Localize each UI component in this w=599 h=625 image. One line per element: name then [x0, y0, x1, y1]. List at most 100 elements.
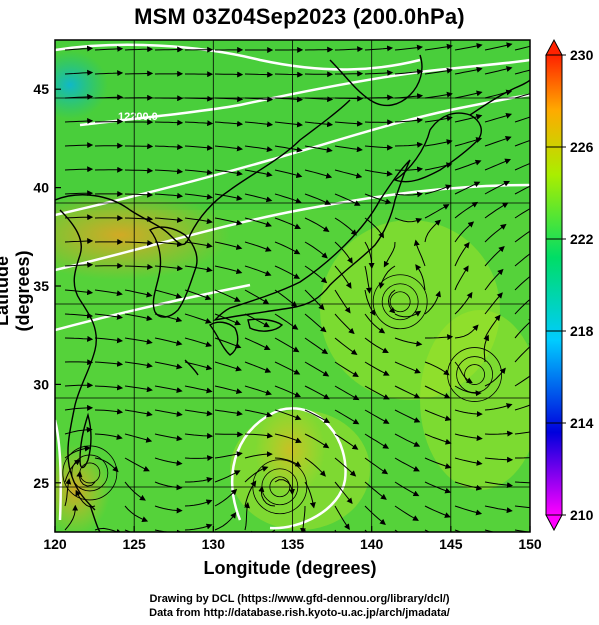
streamline: [334, 337, 358, 355]
streamline: [244, 265, 272, 277]
streamline: [364, 313, 386, 334]
streamline: [214, 145, 243, 152]
vortex-ring: [456, 356, 493, 393]
streamline: [274, 433, 302, 444]
streamline: [64, 504, 79, 531]
vortex-ring: [389, 291, 411, 313]
coastline-ryukyu: [184, 359, 199, 376]
streamline: [184, 499, 213, 507]
streamline: [304, 529, 306, 532]
streamline: [514, 93, 530, 99]
streamline: [424, 385, 451, 399]
coastline-sakhalin: [329, 54, 423, 107]
streamline: [274, 169, 303, 178]
streamline: [454, 385, 482, 397]
streamline: [364, 69, 394, 76]
streamline: [364, 505, 386, 525]
streamline: [484, 245, 505, 267]
colorbar-max-arrow: [545, 38, 563, 56]
streamline: [424, 361, 450, 376]
streamline: [334, 457, 357, 477]
streamline: [454, 159, 482, 171]
streamline: [334, 313, 355, 335]
coastlines: [55, 54, 530, 532]
streamline: [214, 451, 243, 459]
streamline: [514, 271, 530, 291]
streamline: [244, 409, 273, 418]
streamline: [514, 529, 530, 532]
streamline: [184, 523, 213, 531]
streamline: [124, 457, 150, 472]
colorbar-tick-label: 230: [570, 47, 594, 63]
streamline: [424, 91, 453, 99]
streamline: [244, 313, 270, 328]
streamline: [424, 184, 452, 195]
colorbar-ticks: 210 214 218 222 226 230: [546, 47, 594, 523]
streamline: [484, 112, 513, 123]
vortex-ring: [372, 274, 428, 330]
streamline: [124, 191, 154, 198]
streamline: [76, 470, 96, 487]
streamline: [454, 361, 473, 384]
x-tick-label: 145: [439, 536, 463, 552]
streamline: [64, 238, 94, 245]
streamline: [64, 289, 94, 296]
colorbar-tick-label: 214: [570, 415, 594, 431]
streamline: [184, 455, 214, 462]
y-axis-ticks: 25 30 35 40 45: [33, 81, 61, 491]
streamline: [304, 46, 334, 53]
streamline: [334, 505, 350, 530]
streamline: [94, 45, 124, 52]
streamline: [274, 241, 301, 255]
streamline: [274, 121, 303, 128]
streamline: [184, 193, 213, 200]
streamline: [304, 217, 330, 232]
height-contour-2: [79, 58, 530, 127]
streamline: [454, 90, 483, 99]
streamline: [515, 457, 530, 459]
streamline: [154, 143, 184, 150]
streamline: [94, 70, 124, 77]
height-contour-1: [55, 43, 421, 71]
vortex-ring: [447, 347, 502, 402]
coastline-taiwan: [79, 412, 92, 469]
height-contour-4: [55, 183, 530, 272]
y-tick-label: 30: [33, 376, 49, 392]
streamline: [185, 476, 213, 483]
streamline: [214, 431, 244, 438]
streamline: [484, 42, 513, 51]
streamline: [378, 265, 396, 289]
streamline: [424, 67, 453, 75]
streamline: [484, 292, 503, 315]
streamline: [94, 360, 124, 367]
streamline: [304, 241, 328, 259]
streamline: [514, 208, 530, 219]
streamline: [244, 145, 273, 153]
streamline: [394, 457, 420, 472]
streamline: [124, 505, 149, 522]
streamline: [394, 505, 419, 521]
streamline: [244, 121, 274, 128]
streamline: [454, 181, 481, 195]
graticule: [55, 40, 530, 532]
streamline: [214, 289, 241, 302]
streamline: [124, 239, 154, 246]
colorbar-gradient: [545, 54, 563, 516]
vortex-ring: [381, 283, 419, 321]
streamline: [514, 139, 530, 147]
vortex-ring: [464, 364, 485, 385]
streamline: [64, 166, 94, 173]
streamline: [364, 193, 392, 205]
streamline: [300, 505, 307, 532]
streamline: [64, 312, 94, 319]
coastline-hokkaido: [393, 112, 482, 183]
streamline: [64, 261, 94, 268]
streamline: [154, 216, 184, 223]
coastline-kyushu: [208, 321, 239, 356]
streamline: [244, 466, 269, 483]
streamline: [425, 334, 454, 341]
streamline: [454, 43, 483, 51]
streamline: [124, 289, 153, 298]
streamline: [214, 470, 241, 483]
streamline: [64, 190, 94, 197]
